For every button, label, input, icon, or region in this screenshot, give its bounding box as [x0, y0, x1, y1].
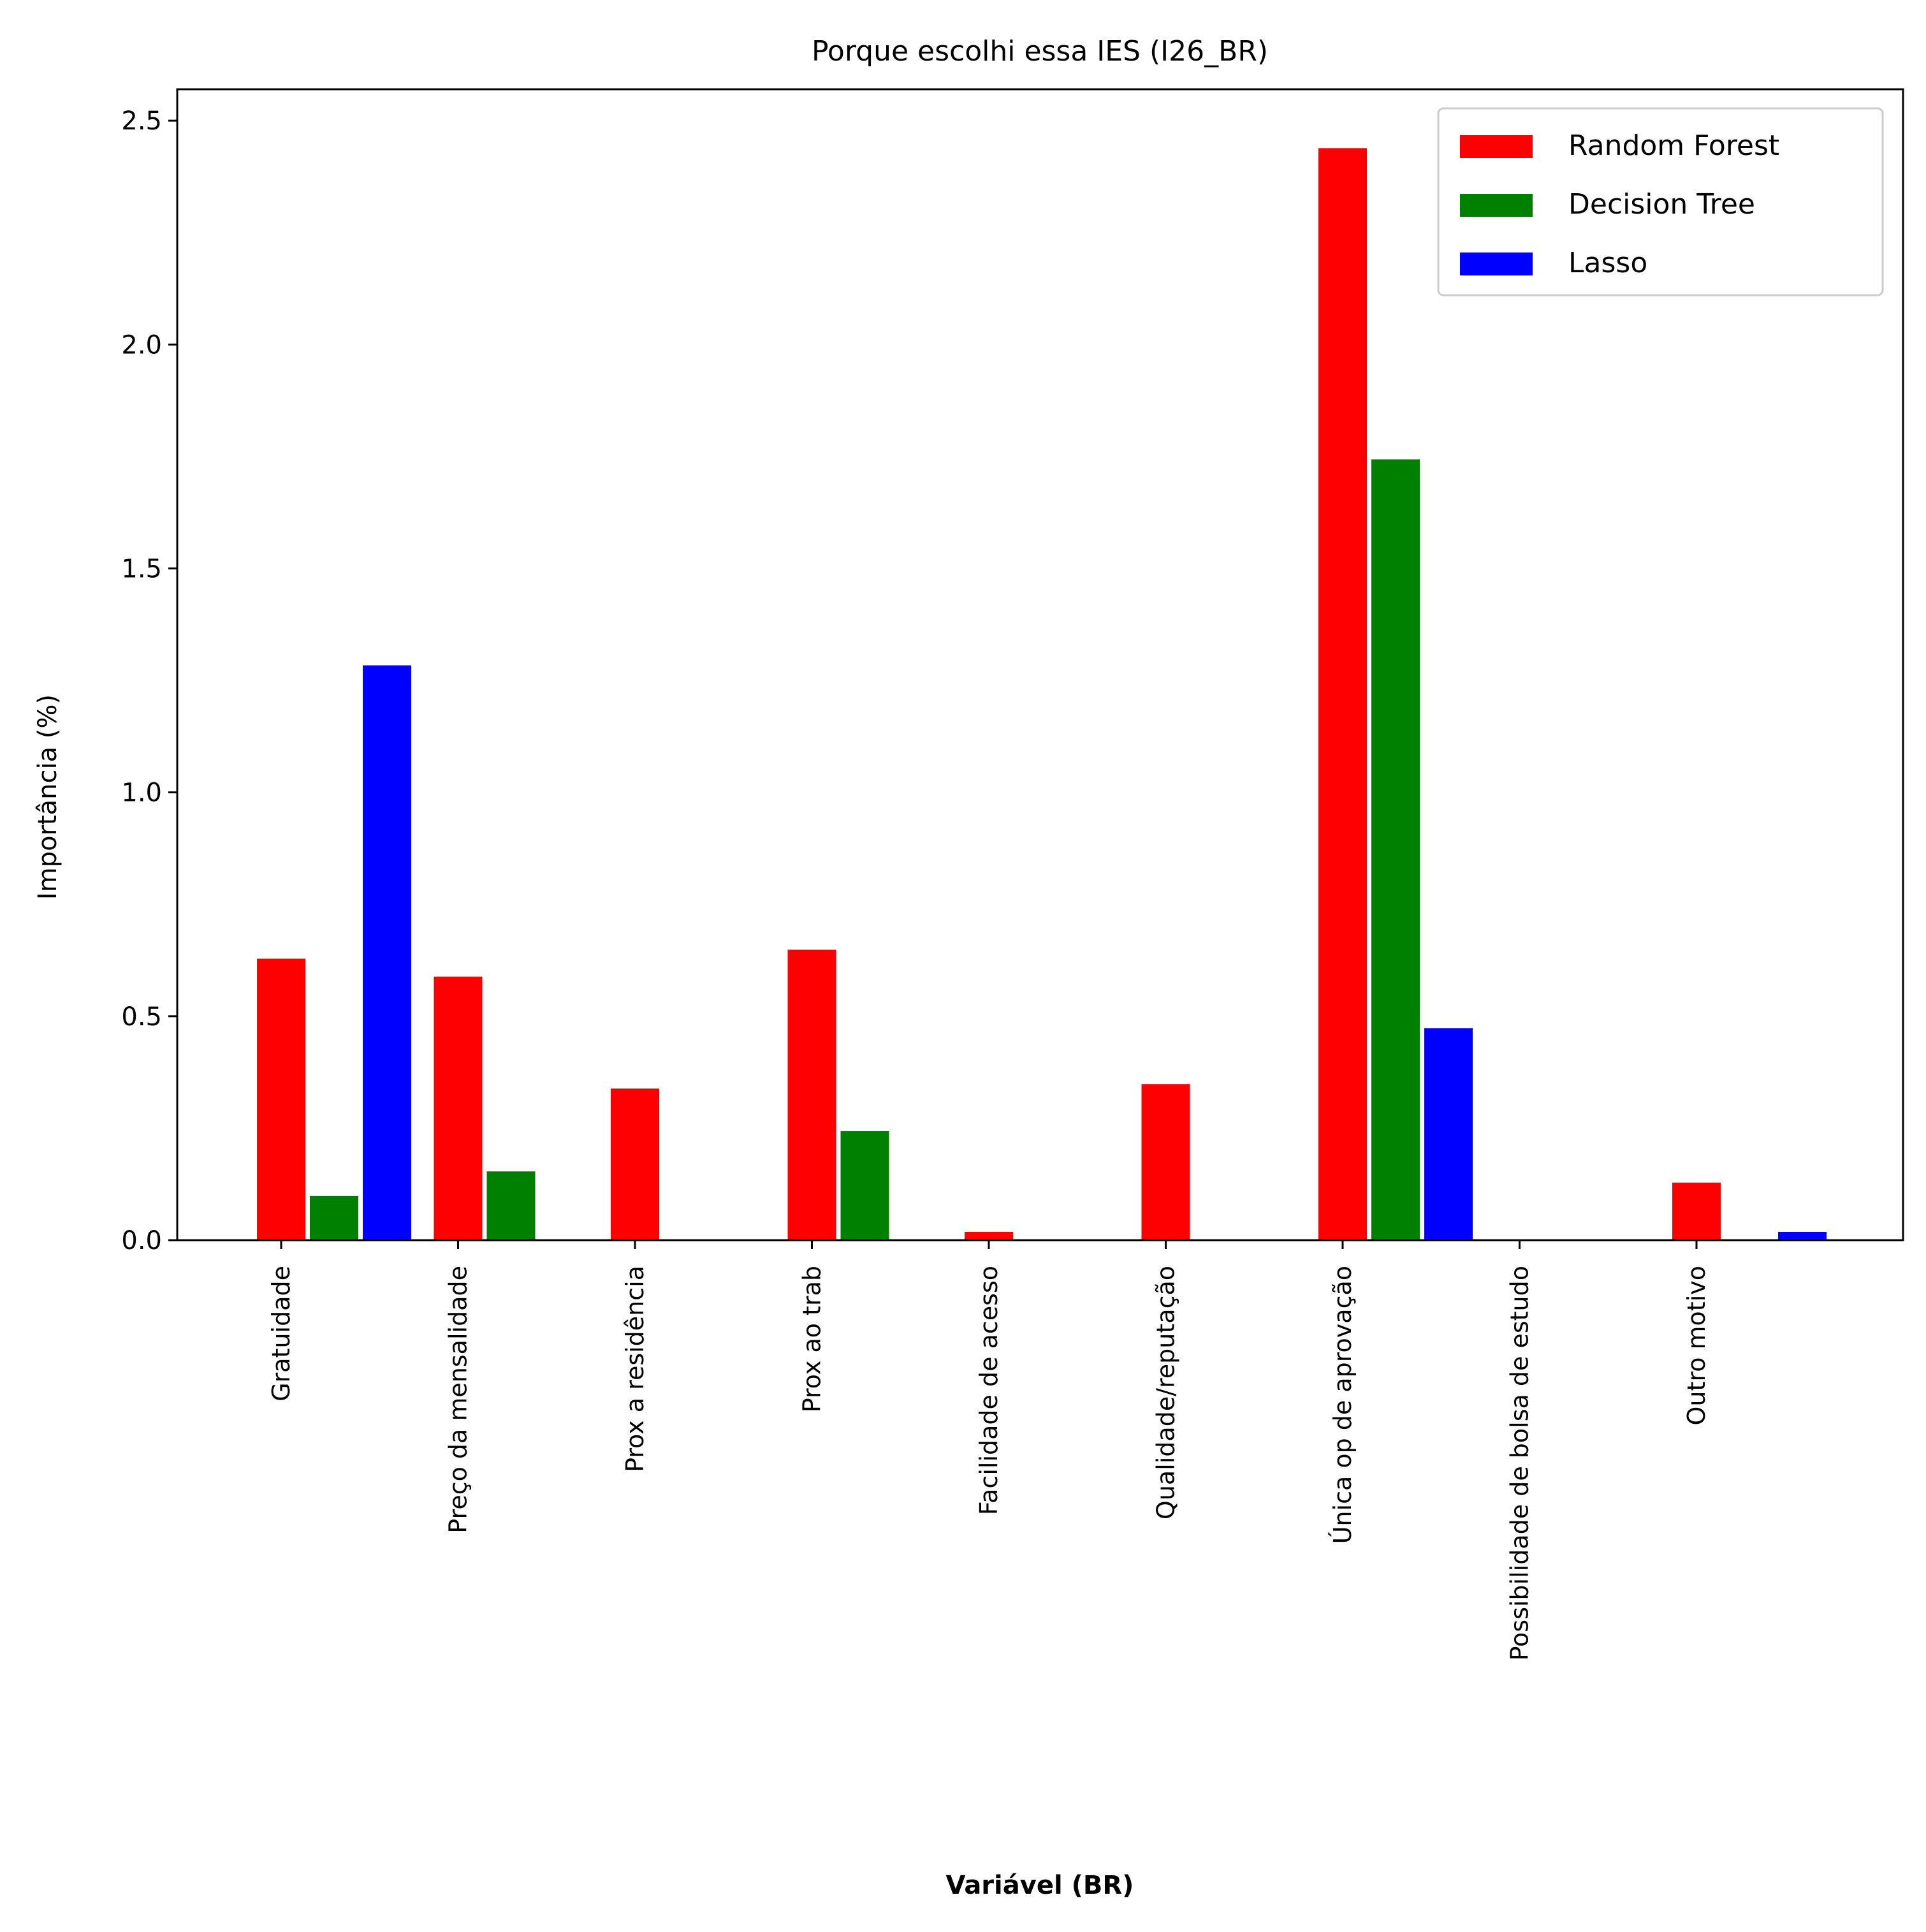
legend-label-0: Random Forest: [1568, 129, 1779, 162]
bar-0-2: [609, 1087, 660, 1241]
bar-0-8: [1671, 1181, 1722, 1241]
bar-1-1: [485, 1170, 537, 1241]
y-tick-label-5: 2.5: [121, 106, 162, 136]
y-tick-label-4: 2.0: [121, 330, 162, 360]
legend-swatch-0: [1460, 135, 1533, 158]
bar-0-3: [786, 948, 838, 1241]
legend-swatch-2: [1460, 252, 1533, 275]
x-tick-label-8: Outro motivo: [1682, 1266, 1711, 1425]
bar-0-6: [1317, 147, 1368, 1241]
bar-0-4: [963, 1230, 1014, 1241]
legend-label-2: Lasso: [1568, 247, 1647, 279]
bar-1-0: [309, 1194, 360, 1241]
legend-box: [1437, 107, 1884, 296]
legend-label-1: Decision Tree: [1568, 188, 1755, 221]
x-tick-label-5: Qualidade/reputação: [1152, 1266, 1180, 1519]
x-tick-label-2: Prox a residência: [621, 1266, 649, 1472]
y-tick-label-1: 0.5: [121, 1002, 162, 1032]
y-tick-label-3: 1.5: [121, 554, 162, 583]
y-tick-label-2: 1.0: [121, 779, 162, 808]
chart-title: Porque escolhi essa IES (I26_BR): [812, 35, 1268, 68]
bar-2-6: [1423, 1027, 1474, 1241]
axes-frame: [176, 88, 1904, 1241]
bar-2-8: [1777, 1230, 1828, 1241]
y-axis-label: Importância (%): [33, 694, 62, 900]
y-tick-label-0: 0.0: [121, 1226, 162, 1255]
x-axis-label: Variável (BR): [946, 1871, 1134, 1900]
x-tick-label-0: Gratuidade: [267, 1266, 295, 1401]
plot-area: 0.0 0.5 1.0 1.5 2.0 2.5 Gratuidade Preço da men…: [121, 88, 1904, 1661]
bar-1-3: [839, 1129, 891, 1241]
x-tick-label-1: Preço da mensalidade: [444, 1266, 472, 1533]
legend-swatch-1: [1460, 194, 1533, 217]
legend: Random Forest Decision Tree Lasso: [1437, 107, 1884, 296]
bar-0-5: [1140, 1083, 1192, 1241]
bar-0-0: [256, 957, 307, 1241]
bar-2-0: [361, 664, 412, 1241]
x-tick-label-4: Facilidade de acesso: [975, 1266, 1003, 1515]
x-tick-label-3: Prox ao trab: [798, 1266, 826, 1412]
x-tick-label-7: Possibilidade de bolsa de estudo: [1506, 1266, 1534, 1661]
bar-0-1: [432, 975, 484, 1241]
x-tick-label-6: Única op de aprovação: [1329, 1266, 1357, 1544]
bar-1-6: [1370, 458, 1421, 1241]
